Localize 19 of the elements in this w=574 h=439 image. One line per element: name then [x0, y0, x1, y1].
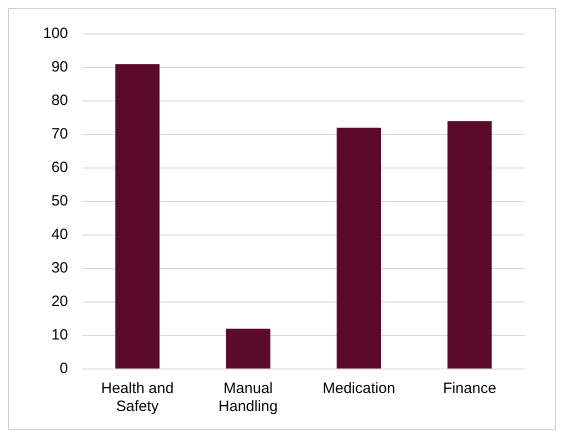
y-tick-label: 60 — [51, 159, 68, 176]
y-tick-label: 40 — [51, 226, 68, 244]
x-tick-label: Finance — [442, 380, 496, 398]
y-tick-label: 20 — [51, 293, 68, 310]
y-tick-label: 10 — [51, 326, 68, 344]
y-tick-label: 80 — [51, 92, 68, 110]
y-tick-label: 30 — [51, 260, 68, 277]
bar — [115, 64, 160, 368]
x-tick-label: Health and Safety — [101, 380, 174, 416]
bar — [226, 328, 270, 368]
y-tick-label: 90 — [51, 58, 68, 76]
y-tick-label: 100 — [42, 25, 68, 42]
y-tick-label: 70 — [51, 126, 68, 143]
x-tick-label: Manual Handling — [218, 380, 278, 416]
bar — [447, 121, 492, 368]
y-tick-label: 50 — [51, 192, 68, 210]
y-tick-label: 0 — [60, 360, 68, 378]
bar — [336, 128, 382, 368]
x-tick-label: Medication — [322, 380, 396, 398]
